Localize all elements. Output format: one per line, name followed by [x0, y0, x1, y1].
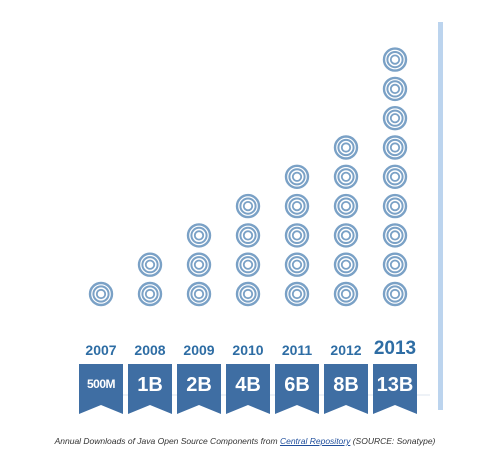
value-label-2012: 8B: [333, 374, 359, 396]
bullseye-icon: [382, 47, 408, 72]
bullseye-icon: [235, 223, 261, 248]
icon-stack-2011: [284, 164, 310, 307]
bullseye-icon: [235, 193, 261, 219]
bullseye-icon: [235, 252, 261, 277]
year-label-2011: 2011: [282, 342, 313, 358]
icon-stack-2010: [235, 193, 261, 307]
ribbon-2010: [226, 364, 270, 414]
bullseye-icon: [137, 281, 163, 307]
ribbon-2008: [128, 364, 172, 414]
ribbon-2007: [79, 364, 123, 414]
ribbon-2011: [275, 364, 319, 414]
bullseye-icon: [382, 76, 408, 102]
bullseye-icon: [235, 281, 261, 307]
value-label-2007: 500M: [87, 377, 116, 391]
value-label-2010: 4B: [235, 374, 261, 396]
bullseye-icon: [382, 193, 408, 219]
bullseye-icon: [382, 135, 408, 160]
bullseye-icon: [186, 252, 212, 277]
bullseye-icon: [382, 105, 408, 131]
right-divider: [438, 22, 443, 410]
ribbon-2012: [324, 364, 368, 414]
bullseye-icon: [382, 281, 408, 307]
bullseye-icon: [137, 252, 163, 277]
value-label-2013: 13B: [377, 374, 414, 396]
icon-stack-2012: [333, 135, 359, 307]
bullseye-icon: [284, 164, 310, 190]
value-label-2011: 6B: [284, 374, 310, 396]
year-label-2013: 2013: [374, 338, 416, 359]
bullseye-icon: [284, 223, 310, 248]
bullseye-icon: [333, 252, 359, 277]
value-label-2008: 1B: [137, 374, 163, 396]
bullseye-icon: [382, 164, 408, 190]
year-label-2007: 2007: [85, 342, 116, 358]
icon-stack-2009: [186, 223, 212, 307]
icon-stack-2007: [88, 281, 114, 307]
ribbon-2009: [177, 364, 221, 414]
year-label-2012: 2012: [330, 342, 361, 358]
bullseye-icon: [284, 252, 310, 277]
bullseye-icon: [284, 281, 310, 307]
bullseye-icon: [333, 281, 359, 307]
bullseye-icon: [333, 223, 359, 248]
bullseye-icon: [333, 164, 359, 190]
bullseye-icon: [284, 193, 310, 219]
bullseye-icon: [333, 193, 359, 219]
bullseye-icon: [186, 281, 212, 307]
year-label-2008: 2008: [134, 342, 165, 358]
chart-caption: Annual Downloads of Java Open Source Com…: [0, 436, 490, 446]
bullseye-icon: [333, 135, 359, 160]
year-label-2010: 2010: [232, 342, 263, 358]
value-label-2009: 2B: [186, 374, 212, 396]
caption-suffix: (SOURCE: Sonatype): [350, 436, 436, 446]
bullseye-icon: [186, 223, 212, 248]
bullseye-icon: [88, 281, 114, 307]
caption-prefix: Annual Downloads of Java Open Source Com…: [54, 436, 280, 446]
icon-stack-2013: [382, 47, 408, 307]
icon-stack-2008: [137, 252, 163, 307]
bullseye-icon: [382, 252, 408, 277]
ribbon-2013: [373, 364, 417, 414]
central-repository-link[interactable]: Central Repository: [279, 436, 351, 446]
bullseye-icon: [382, 223, 408, 248]
year-label-2009: 2009: [183, 342, 214, 358]
